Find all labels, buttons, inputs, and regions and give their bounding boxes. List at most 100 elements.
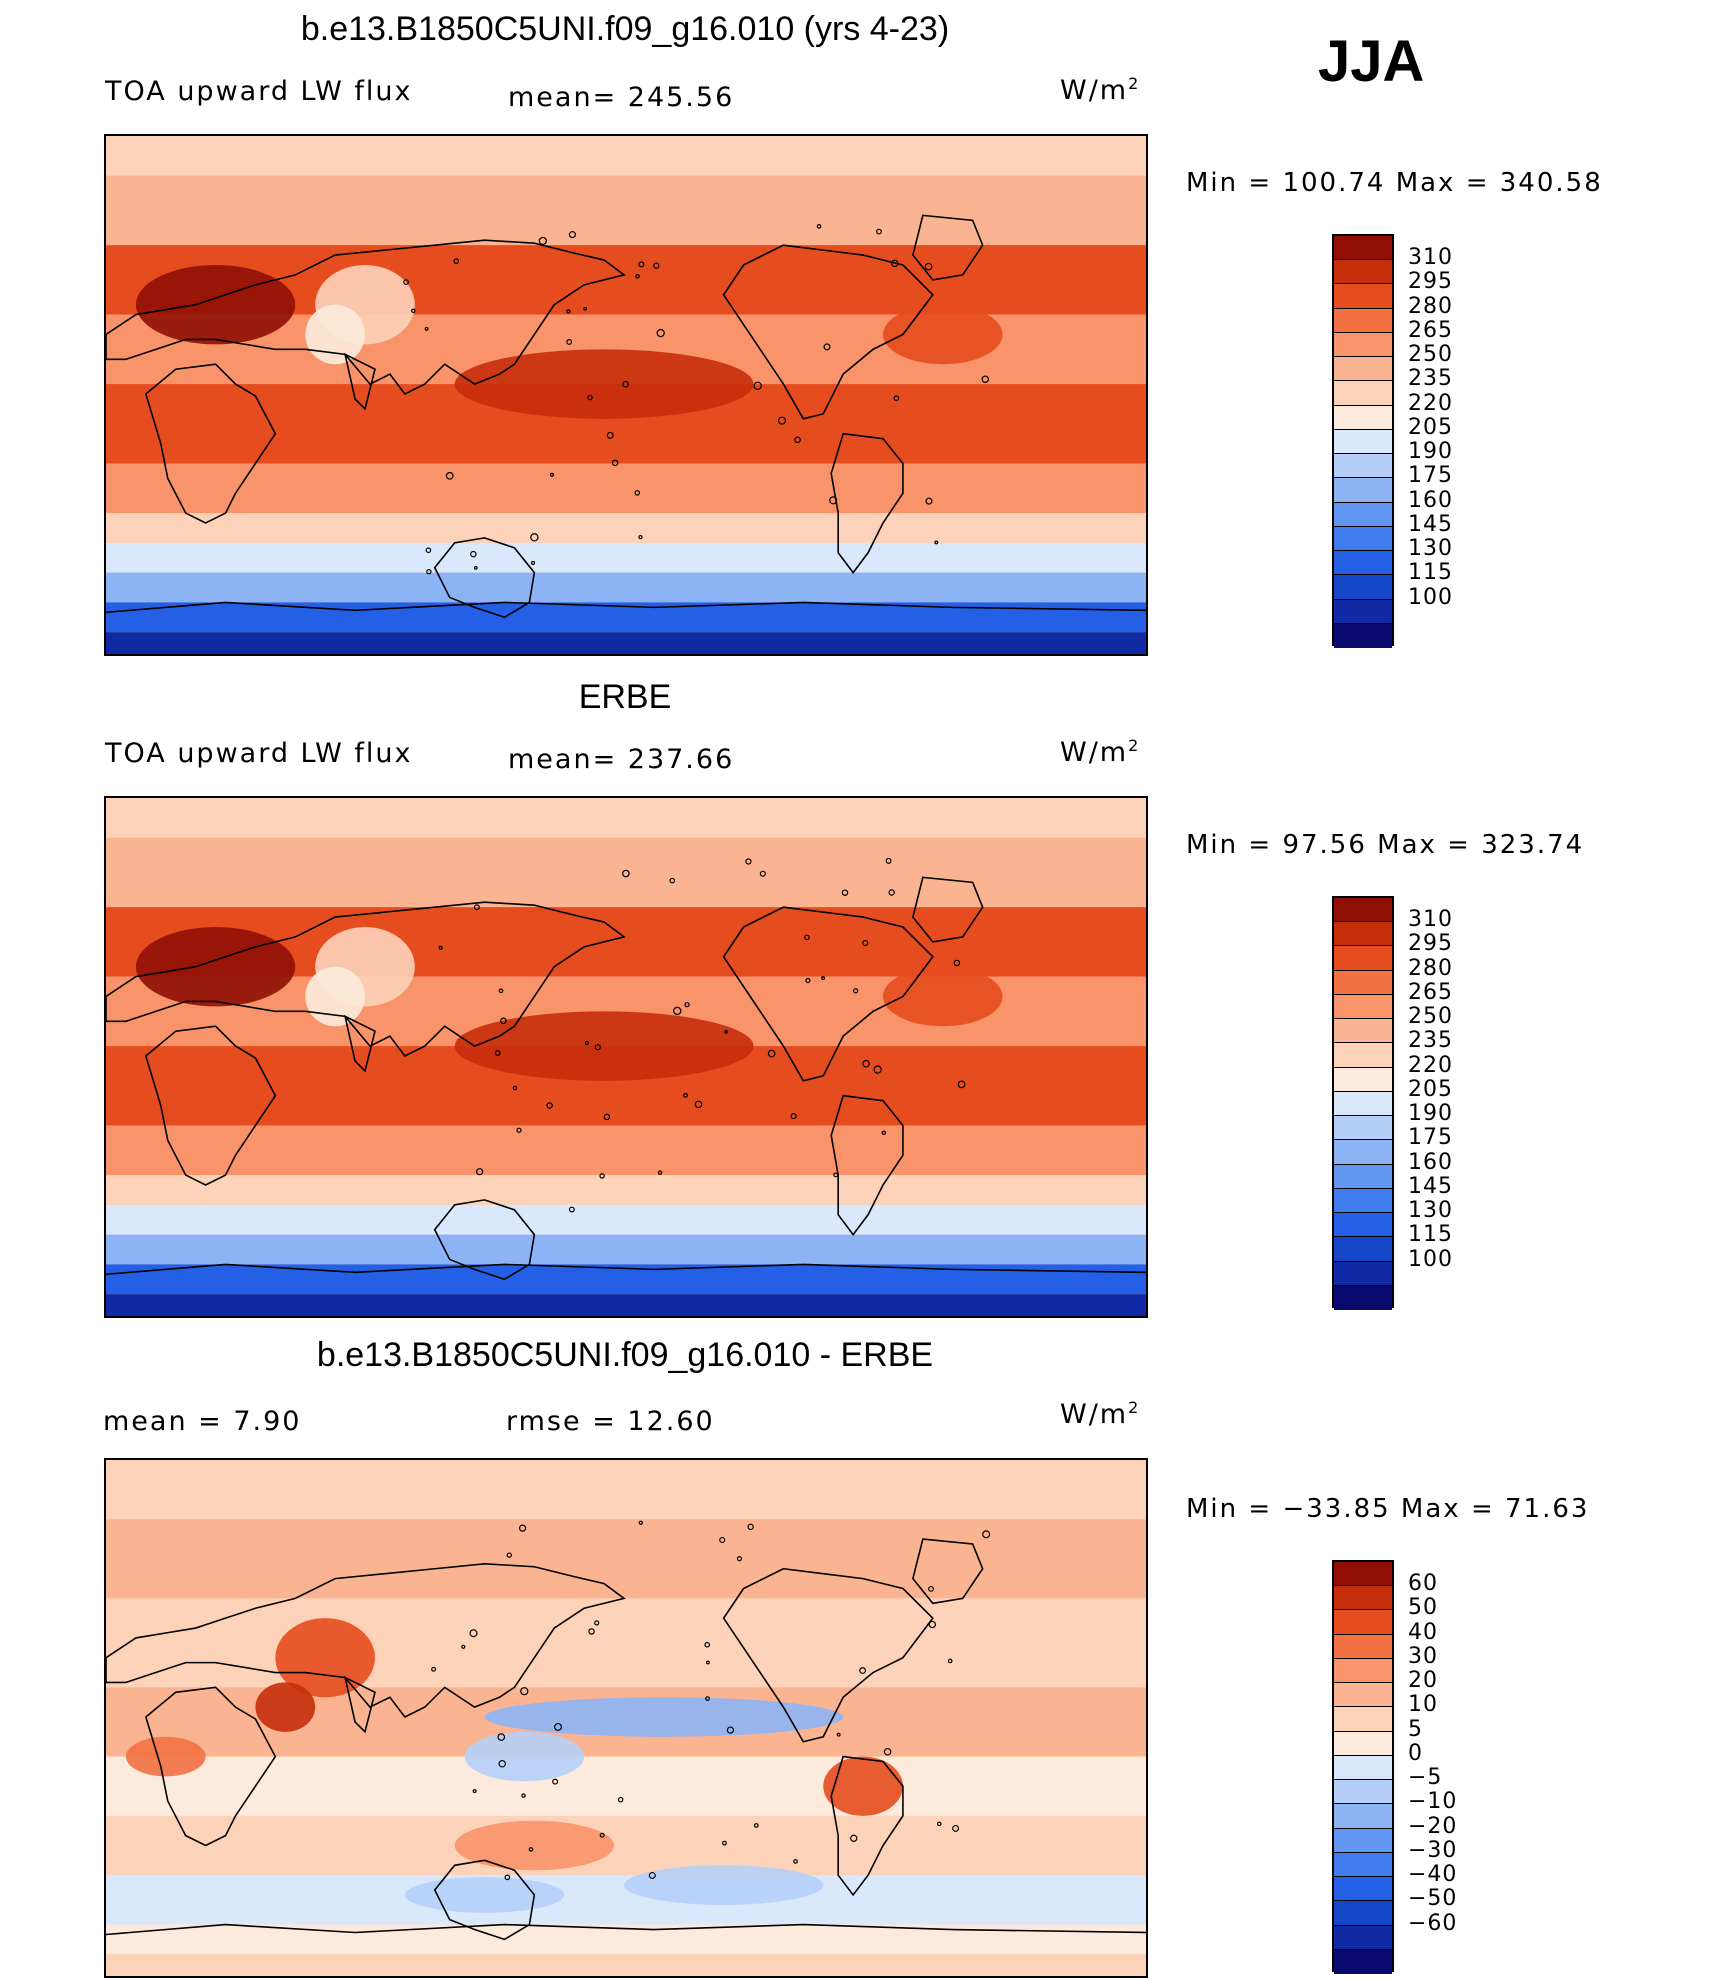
map-anomaly-blob xyxy=(454,1820,615,1871)
colorbar-tick-label: 160 xyxy=(1408,487,1453,513)
coastline xyxy=(722,244,934,420)
panel1-minmax: Min = 100.74 Max = 340.58 xyxy=(1186,168,1603,198)
colorbar-swatch xyxy=(1334,332,1392,358)
island-outline xyxy=(873,1065,882,1074)
island-outline xyxy=(981,375,989,383)
colorbar-tick-label: −5 xyxy=(1408,1765,1443,1791)
map-anomaly-blob xyxy=(305,966,366,1027)
colorbar-tick-label: 50 xyxy=(1408,1595,1438,1621)
island-outline xyxy=(850,1834,858,1842)
island-outline xyxy=(528,1847,534,1852)
coastline xyxy=(343,352,376,411)
colorbar-swatch xyxy=(1334,922,1392,947)
island-outline xyxy=(953,959,961,967)
island-outline xyxy=(568,1206,575,1213)
colorbar-tick-label: 205 xyxy=(1408,414,1453,440)
coastline xyxy=(343,1676,376,1734)
colorbar-swatch xyxy=(1334,1213,1392,1238)
island-outline xyxy=(745,858,752,865)
colorbar-tick-label: 265 xyxy=(1408,979,1453,1005)
island-outline xyxy=(726,1726,735,1734)
island-outline xyxy=(530,560,536,566)
colorbar-tick-label: 130 xyxy=(1408,1198,1453,1224)
panel1-title: b.e13.B1850C5UNI.f09_g16.010 (yrs 4-23) xyxy=(300,10,950,48)
island-outline xyxy=(790,1113,797,1120)
colorbar-tick-label: 100 xyxy=(1408,1246,1453,1272)
island-outline xyxy=(947,1658,953,1664)
colorbar-tick-label: 235 xyxy=(1408,366,1453,392)
island-outline xyxy=(759,870,766,877)
island-outline xyxy=(588,1628,595,1635)
colorbar-swatch xyxy=(1334,1683,1392,1708)
island-outline xyxy=(546,1102,553,1109)
colorbar-swatch xyxy=(1334,1043,1392,1068)
island-outline xyxy=(694,1100,703,1109)
colorbar-swatch xyxy=(1334,994,1392,1020)
island-outline xyxy=(566,339,573,345)
colorbar-tick-label: −60 xyxy=(1408,1910,1458,1936)
panel2-heatmap xyxy=(106,798,1146,1316)
island-outline xyxy=(611,459,619,467)
colorbar-tick-label: 100 xyxy=(1408,584,1453,610)
island-outline xyxy=(638,534,643,540)
island-outline xyxy=(890,259,899,268)
colorbar-tick-label: 20 xyxy=(1408,1668,1438,1694)
island-outline xyxy=(841,889,849,896)
island-outline xyxy=(924,262,933,271)
panel3-title: b.e13.B1850C5UNI.f09_g16.010 - ERBE xyxy=(316,1336,934,1374)
map-zonal-band xyxy=(106,1756,1146,1816)
island-outline xyxy=(497,1733,506,1741)
panel2-units-label: W/m2 xyxy=(1060,736,1141,768)
island-outline xyxy=(425,547,432,554)
panel3-mean-label: mean = 7.90 xyxy=(103,1406,302,1437)
island-outline xyxy=(622,380,629,388)
island-outline xyxy=(606,431,614,439)
colorbar-tick-label: 295 xyxy=(1408,269,1453,295)
colorbar-swatch xyxy=(1334,1237,1392,1262)
colorbar-swatch xyxy=(1334,454,1392,479)
island-outline xyxy=(473,566,478,570)
map-zonal-band xyxy=(106,513,1146,543)
colorbar-tick-label: 175 xyxy=(1408,463,1453,489)
coastline xyxy=(144,363,277,524)
island-outline xyxy=(530,533,539,542)
season-label: JJA xyxy=(1318,29,1425,94)
colorbar-tick-label: 235 xyxy=(1408,1028,1453,1054)
colorbar-tick-label: 40 xyxy=(1408,1619,1438,1645)
colorbar-tick-label: 250 xyxy=(1408,342,1453,368)
coastline xyxy=(433,537,536,619)
colorbar-swatch xyxy=(1334,970,1392,995)
island-outline xyxy=(982,1530,991,1539)
map-zonal-band xyxy=(106,1234,1146,1265)
coastline xyxy=(912,876,984,943)
colorbar-swatch xyxy=(1334,1067,1392,1092)
map-zonal-band xyxy=(106,542,1146,573)
colorbar-swatch xyxy=(1334,1852,1392,1878)
coastline xyxy=(106,601,1146,614)
island-outline xyxy=(453,258,460,264)
island-outline xyxy=(683,1092,688,1098)
island-outline xyxy=(500,1017,507,1025)
map-zonal-band xyxy=(106,798,1146,838)
colorbar-swatch xyxy=(1334,1586,1392,1611)
island-outline xyxy=(704,1641,711,1648)
colorbar-swatch xyxy=(1334,1091,1392,1117)
map-anomaly-blob xyxy=(275,1618,375,1698)
colorbar-tick-label: 145 xyxy=(1408,511,1453,537)
map-anomaly-blob xyxy=(484,1697,844,1737)
colorbar-swatch xyxy=(1334,599,1392,624)
island-outline xyxy=(445,471,454,480)
colorbar-swatch xyxy=(1334,623,1392,648)
colorbar-tick-label: 265 xyxy=(1408,317,1453,343)
colorbar-tick-label: 205 xyxy=(1408,1076,1453,1102)
map-zonal-band xyxy=(106,136,1146,176)
panel3-colorbar xyxy=(1332,1560,1394,1974)
colorbar-swatch xyxy=(1334,1658,1392,1684)
colorbar-swatch xyxy=(1334,1828,1392,1853)
island-outline xyxy=(506,1552,512,1558)
island-outline xyxy=(928,1620,936,1629)
island-outline xyxy=(934,540,939,545)
colorbar-tick-label: 0 xyxy=(1408,1740,1423,1766)
map-zonal-band xyxy=(106,1175,1146,1205)
colorbar-tick-label: 60 xyxy=(1408,1571,1438,1597)
